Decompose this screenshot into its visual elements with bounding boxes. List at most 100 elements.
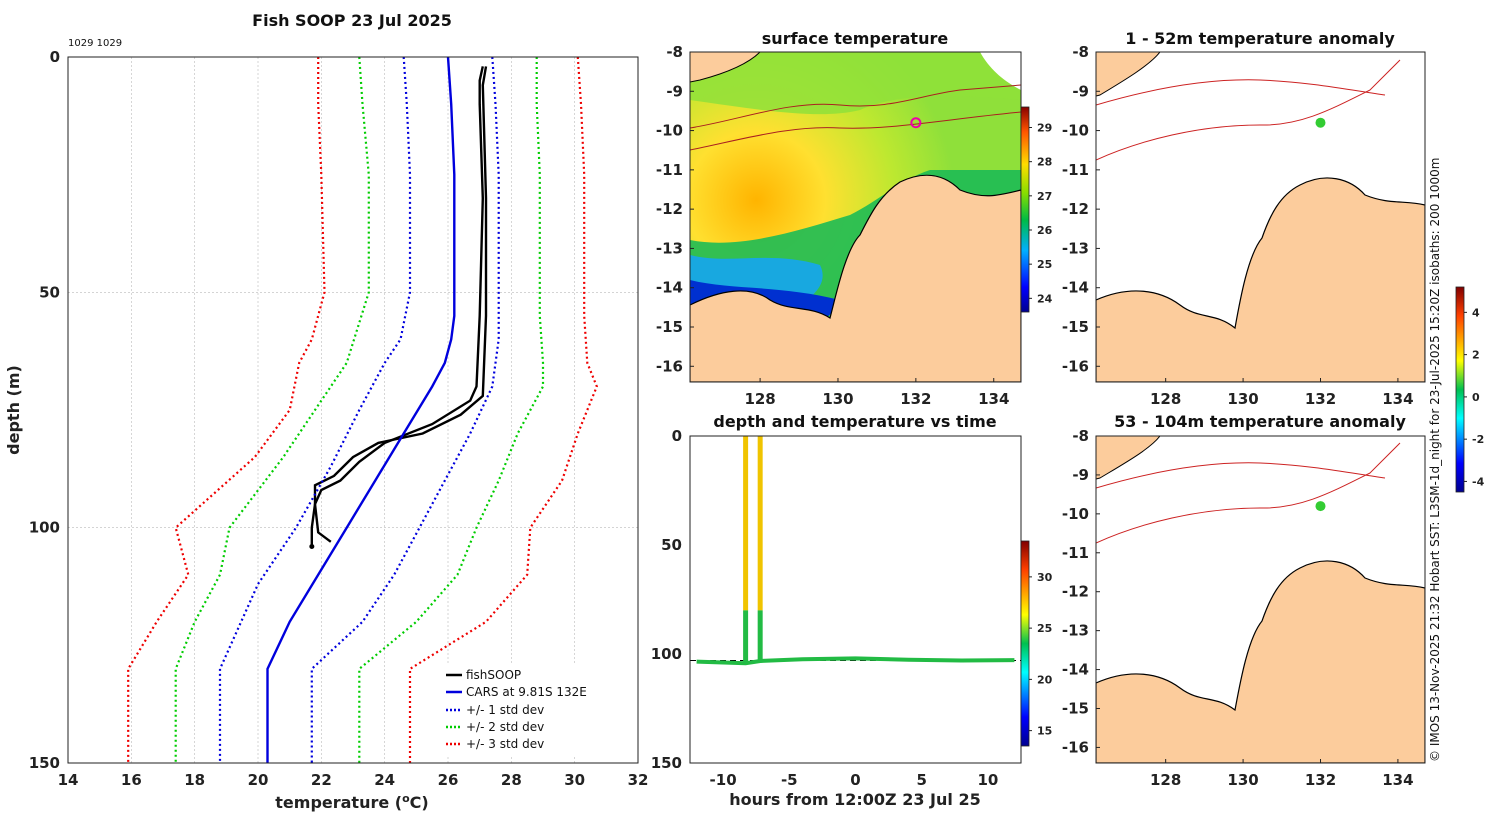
map-lon-label: 132 xyxy=(1305,390,1336,408)
x-tick-label: 5 xyxy=(916,771,926,789)
sst-location-marker xyxy=(910,117,922,129)
depth-time-data xyxy=(690,436,1021,666)
depth-time-x-label: hours from 12:00Z 23 Jul 25 xyxy=(729,790,980,809)
profile-subtitle: 1029 1029 xyxy=(68,38,122,49)
legend-box xyxy=(440,665,626,757)
map-lat-label: -11 xyxy=(1062,161,1089,179)
x-tick-label: 10 xyxy=(977,771,998,789)
anomaly-shallow-tick-labels: 128 130 132 134 -8 -9 -10 -11 -12 -13 -14 -15 -16 xyxy=(1062,43,1414,408)
map-lat-label: -8 xyxy=(1072,427,1089,445)
map-lon-label: 134 xyxy=(1382,390,1413,408)
anomaly-deep-title: 53 - 104m temperature anomaly xyxy=(1114,412,1406,431)
anomaly-deep-land-north xyxy=(1096,436,1161,480)
map-lat-label: -10 xyxy=(1062,122,1089,140)
anomaly-deep-marker xyxy=(1315,501,1326,512)
colorbar-tick-label: 28 xyxy=(1037,156,1052,169)
series-cars-at-9-81s-132e xyxy=(266,56,456,763)
map-lon-label: 132 xyxy=(1305,771,1336,789)
colorbar-tick-label: 26 xyxy=(1037,224,1053,237)
series--1-std-dev xyxy=(218,56,412,763)
sst-map-image xyxy=(690,52,1021,382)
map-lat-label: -13 xyxy=(656,239,683,257)
anomaly-deep-isobath-200 xyxy=(1096,442,1401,544)
colorbar-tick-label: 20 xyxy=(1037,673,1053,686)
x-tick-label: 14 xyxy=(58,771,79,789)
depth-time-colorbar-ticks: 15 20 25 30 xyxy=(1029,571,1053,738)
x-tick-label: 16 xyxy=(121,771,142,789)
colorbar-tick-label: -4 xyxy=(1472,475,1485,488)
sst-land-north xyxy=(690,52,761,83)
map-lat-label: -14 xyxy=(1062,661,1089,679)
legend-2std: +/- 2 std dev xyxy=(466,720,544,734)
anomaly-shallow-panel: 1 - 52m temperature anomaly 128 130 132 134… xyxy=(1062,29,1426,408)
map-lon-label: 128 xyxy=(744,390,775,408)
y-tick-label: 0 xyxy=(50,48,60,66)
map-lat-label: -14 xyxy=(656,279,683,297)
sst-isobath-200 xyxy=(690,111,1021,151)
y-tick-label: 100 xyxy=(651,645,682,663)
colorbar-tick-label: 0 xyxy=(1472,391,1480,404)
legend-1std: +/- 1 std dev xyxy=(466,703,544,717)
colorbar-tick-label: 25 xyxy=(1037,258,1052,271)
map-lat-label: -13 xyxy=(1062,239,1089,257)
depth-time-colorbar xyxy=(1020,540,1030,747)
map-lat-label: -10 xyxy=(656,122,683,140)
map-lat-label: -12 xyxy=(1062,200,1089,218)
map-lat-label: -9 xyxy=(666,82,683,100)
profile-tick-labels: 14 16 18 20 22 24 26 28 30 32 0 50 100 150 xyxy=(29,48,649,789)
anomaly-shallow-land-north xyxy=(1096,52,1161,97)
colorbar-tick-label: 24 xyxy=(1037,292,1053,305)
map-lat-label: -10 xyxy=(1062,505,1089,523)
depth-time-title: depth and temperature vs time xyxy=(713,412,996,431)
map-lat-label: -15 xyxy=(1062,700,1089,718)
series--2-std-dev xyxy=(174,56,370,763)
anomaly-deep-land-australia xyxy=(1096,560,1425,763)
colorbar-tick-label: 4 xyxy=(1472,306,1480,319)
anomaly-shallow-map xyxy=(1096,52,1425,382)
series--3-std-dev-upper xyxy=(408,56,598,763)
depth-time-panel: depth and temperature vs time -10 -5 0 5 100… xyxy=(651,412,1053,809)
map-lat-label: -8 xyxy=(1072,43,1089,61)
sst-map-panel: surface temperature 128 130 132 134 -8 -9 -10 -… xyxy=(656,29,1053,408)
legend-fishsoop: fishSOOP xyxy=(466,668,521,682)
map-lat-label: -8 xyxy=(666,43,683,61)
profile-y-label: depth (m) xyxy=(4,365,23,455)
anomaly-deep-map xyxy=(1096,436,1425,763)
sst-colorbar-ticks: 24 25 26 27 28 29 xyxy=(1029,122,1053,305)
x-tick-label: 24 xyxy=(374,771,395,789)
legend-cars: CARS at 9.81S 132E xyxy=(466,685,587,699)
x-tick-label: 22 xyxy=(311,771,332,789)
x-tick-label: 20 xyxy=(248,771,269,789)
map-lat-label: -13 xyxy=(1062,622,1089,640)
x-tick-label: 18 xyxy=(184,771,205,789)
anomaly-deep-isobath-1000 xyxy=(1096,462,1386,489)
profile-panel: Fish SOOP 23 Jul 2025 1029 1029 14 16 18 20… xyxy=(4,11,648,812)
colorbar-tick-label: 30 xyxy=(1037,571,1053,584)
sst-land-australia xyxy=(690,174,1021,382)
legend-3std: +/- 3 std dev xyxy=(466,737,544,751)
x-tick-label: 26 xyxy=(438,771,459,789)
x-tick-label: 30 xyxy=(564,771,585,789)
profile-grid xyxy=(68,57,638,763)
series--2-std-dev-upper xyxy=(358,57,545,763)
y-tick-label: 150 xyxy=(651,754,682,772)
anomaly-shallow-title: 1 - 52m temperature anomaly xyxy=(1125,29,1395,48)
series-fishsoop-cast-2 xyxy=(313,66,488,543)
anomaly-shallow-isobath-1000 xyxy=(1096,79,1386,106)
profile-frame xyxy=(67,56,639,764)
map-lat-label: -16 xyxy=(656,357,683,375)
map-lon-label: 128 xyxy=(1150,390,1181,408)
anomaly-deep-panel: 53 - 104m temperature anomaly 128 130 132 1… xyxy=(1062,286,1485,789)
sst-title: surface temperature xyxy=(762,29,949,48)
colorbar-tick-label: 15 xyxy=(1037,725,1052,738)
anomaly-colorbar xyxy=(1455,286,1465,493)
x-tick-label: 28 xyxy=(501,771,522,789)
colorbar-tick-label: 25 xyxy=(1037,622,1052,635)
series--1-std-dev-upper xyxy=(310,56,500,763)
y-tick-label: 100 xyxy=(29,519,60,537)
map-lat-label: -9 xyxy=(1072,82,1089,100)
map-lat-label: -11 xyxy=(656,161,683,179)
map-lat-label: -12 xyxy=(1062,583,1089,601)
